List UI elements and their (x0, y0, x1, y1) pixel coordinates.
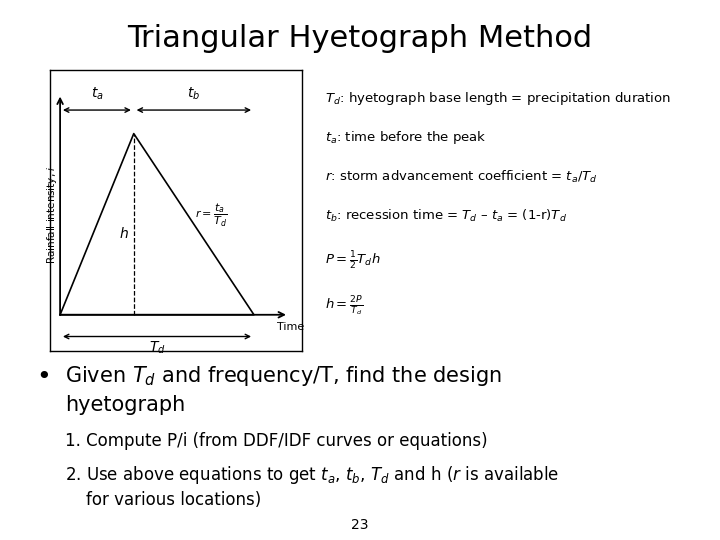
Text: Triangular Hyetograph Method: Triangular Hyetograph Method (127, 24, 593, 53)
Text: $P = \frac{1}{2}T_d h$: $P = \frac{1}{2}T_d h$ (325, 250, 380, 272)
Text: 2. Use above equations to get $t_a$, $t_b$, $T_d$ and h ($r$ is available: 2. Use above equations to get $t_a$, $t_… (65, 464, 559, 487)
Text: $T_d$: hyetograph base length = precipitation duration: $T_d$: hyetograph base length = precipit… (325, 90, 671, 107)
Text: $T_d$: $T_d$ (148, 339, 166, 355)
Text: •: • (36, 364, 50, 388)
Text: for various locations): for various locations) (65, 491, 261, 509)
Text: Time: Time (277, 322, 305, 333)
Text: 23: 23 (351, 518, 369, 532)
Text: $h = \frac{2P}{T_d}$: $h = \frac{2P}{T_d}$ (325, 294, 363, 318)
Text: $h$: $h$ (119, 226, 129, 241)
Text: $t_b$: $t_b$ (187, 85, 200, 102)
Text: $t_a$: time before the peak: $t_a$: time before the peak (325, 129, 486, 146)
Text: $t_b$: recession time = $T_d$ – $t_a$ = (1-r)$T_d$: $t_b$: recession time = $T_d$ – $t_a$ = … (325, 208, 567, 224)
Text: $t_a$: $t_a$ (91, 85, 103, 102)
Text: $r$: storm advancement coefficient = $t_a$/$T_d$: $r$: storm advancement coefficient = $t_… (325, 169, 598, 185)
Text: 1. Compute P/i (from DDF/IDF curves or equations): 1. Compute P/i (from DDF/IDF curves or e… (65, 432, 487, 450)
Text: Given $T_d$ and frequency/T, find the design
hyetograph: Given $T_d$ and frequency/T, find the de… (65, 364, 502, 415)
Text: Rainfall intensity, $i$: Rainfall intensity, $i$ (45, 166, 59, 265)
Text: $r = \dfrac{t_a}{T_d}$: $r = \dfrac{t_a}{T_d}$ (195, 201, 228, 228)
